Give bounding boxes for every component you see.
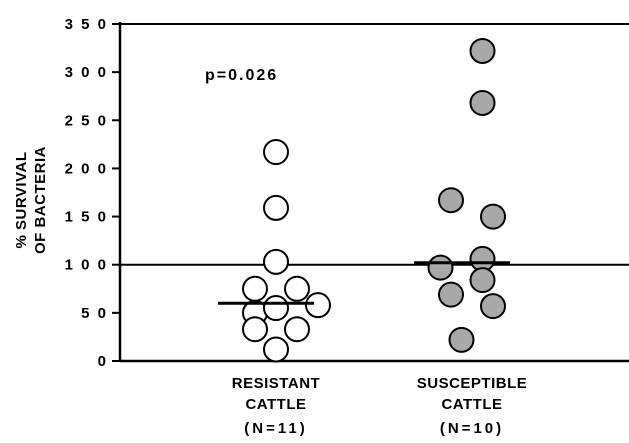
resistant-point bbox=[263, 194, 289, 221]
y-tick-label: 1 0 0 bbox=[65, 257, 108, 274]
resistant-point bbox=[263, 336, 289, 363]
resistant-point bbox=[305, 292, 331, 319]
resistant-point bbox=[263, 295, 289, 322]
susceptible-point bbox=[469, 267, 496, 294]
group-n-label: (N=11) bbox=[244, 420, 307, 437]
susceptible-point bbox=[469, 89, 496, 116]
group-n-label: (N=10) bbox=[440, 420, 504, 437]
group-label: CATTLE bbox=[245, 396, 306, 413]
group-label: RESISTANT bbox=[232, 375, 320, 392]
resistant-point bbox=[263, 139, 289, 166]
resistant-point bbox=[263, 248, 289, 275]
susceptible-point bbox=[448, 326, 475, 353]
y-tick-label: 1 5 0 bbox=[65, 209, 108, 226]
resistant-point bbox=[242, 275, 268, 302]
y-tick-label: 5 0 bbox=[81, 305, 108, 322]
susceptible-point bbox=[427, 254, 454, 281]
resistant-point bbox=[284, 275, 310, 302]
y-axis-label: % SURVIVAL OF BACTERIA bbox=[13, 146, 49, 254]
group-label: CATTLE bbox=[441, 396, 502, 413]
susceptible-point bbox=[438, 281, 464, 308]
y-tick-label: 3 0 0 bbox=[65, 64, 108, 81]
y-tick-label: 0 bbox=[98, 353, 108, 370]
susceptible-point bbox=[469, 37, 496, 64]
y-tick-label: 3 5 0 bbox=[65, 16, 108, 33]
group-label: SUSCEPTIBLE bbox=[417, 375, 528, 392]
p-value-annotation: p=0.026 bbox=[205, 67, 278, 84]
resistant-point bbox=[284, 316, 310, 343]
y-tick-label: 2 5 0 bbox=[65, 112, 108, 129]
y-tick-label: 2 0 0 bbox=[65, 160, 108, 177]
resistant-point bbox=[242, 316, 268, 343]
susceptible-point bbox=[438, 187, 464, 214]
susceptible-point bbox=[480, 203, 506, 230]
susceptible-point bbox=[480, 293, 506, 320]
